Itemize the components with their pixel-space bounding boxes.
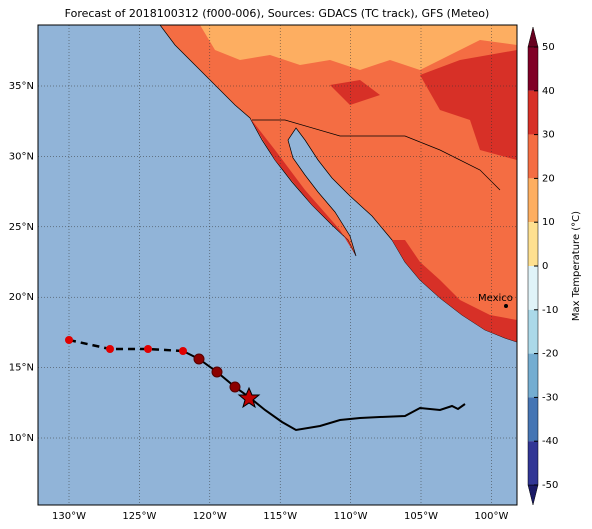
colorbar-label: Max Temperature (°C) <box>571 211 582 321</box>
colorbar-band <box>528 309 538 354</box>
y-tick-label: 10°N <box>9 433 34 444</box>
y-tick-label: 35°N <box>9 81 34 92</box>
city-marker <box>504 304 508 308</box>
storm-points <box>193 353 241 393</box>
temperature-patch <box>250 118 356 256</box>
y-tick-label: 30°N <box>9 151 34 162</box>
x-tick-label: 110°W <box>334 511 368 522</box>
storm-symbols <box>65 336 187 355</box>
colorbar-band <box>528 134 538 179</box>
colorbar-band <box>528 222 538 266</box>
colorbar-band <box>528 178 538 223</box>
colorbar-tick-label: 30 <box>542 130 555 141</box>
x-tick-label: 130°W <box>52 511 86 522</box>
colorbar-extend <box>527 26 539 48</box>
border <box>252 119 501 191</box>
x-tick-label: 100°W <box>474 511 508 522</box>
temperature-patch <box>330 80 380 105</box>
x-tick-label: 115°W <box>263 511 297 522</box>
temperature-patch <box>392 240 517 342</box>
map-area: Mexico Cit <box>38 25 530 505</box>
x-tick-label: 105°W <box>404 511 438 522</box>
track-forecast <box>68 338 184 353</box>
temperature-patch <box>420 50 517 160</box>
colorbar-band <box>528 266 538 310</box>
colorbar-tick-label: 10 <box>542 217 555 228</box>
colorbar: 50 40 30 20 10 0 -10 -20 -30 -40 -50 <box>527 26 558 506</box>
city-label: Mexico Cit <box>478 293 530 304</box>
colorbar-tick-label: -50 <box>542 480 558 491</box>
colorbar-tick-label: 40 <box>542 86 555 97</box>
colorbar-band <box>528 353 538 398</box>
y-tick-label: 15°N <box>9 363 34 374</box>
temperature-patch <box>200 25 517 70</box>
y-tick-label: 20°N <box>9 292 34 303</box>
colorbar-tick-label: -40 <box>542 436 558 447</box>
current-position <box>237 386 261 409</box>
map-frame <box>37 24 518 506</box>
x-tick-label: 125°W <box>122 511 156 522</box>
colorbar-tick-label: -20 <box>542 349 558 360</box>
y-tick-label: 25°N <box>9 222 34 233</box>
colorbar-tick-label: 20 <box>542 173 555 184</box>
colorbar-tick-label: -10 <box>542 305 558 316</box>
colorbar-band <box>528 397 538 442</box>
colorbar-tick-label: 0 <box>542 261 548 272</box>
colorbar-band <box>528 90 538 135</box>
colorbar-band <box>528 441 538 485</box>
colorbar-band <box>528 47 538 91</box>
title: Forecast of 2018100312 (f000-006), Sourc… <box>65 7 490 20</box>
colorbar-extend <box>527 484 539 506</box>
colorbar-tick-label: -30 <box>542 392 558 403</box>
colorbar-tick-label: 50 <box>542 42 555 53</box>
x-tick-label: 120°W <box>193 511 227 522</box>
